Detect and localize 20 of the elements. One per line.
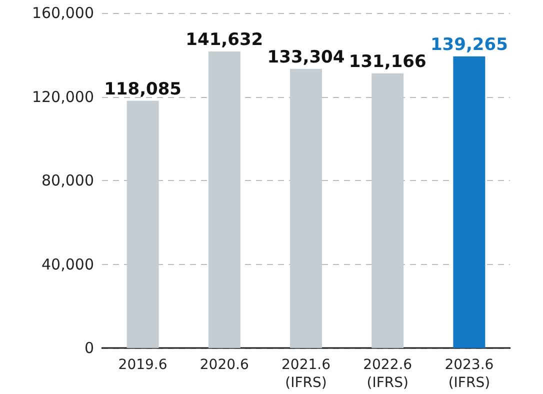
x-tick-label: 2019.6 (118, 357, 168, 373)
x-tick-label: 2023.6 (IFRS) (444, 357, 494, 391)
y-tick-label: 160,000 (32, 4, 94, 22)
bar (453, 56, 486, 348)
data-label: 118,085 (104, 79, 182, 100)
data-label: 141,632 (186, 30, 264, 50)
bar (126, 100, 159, 348)
bar (290, 68, 322, 348)
y-tick-label: 120,000 (32, 88, 94, 106)
x-tick-label: 2021.6 (IFRS) (282, 357, 331, 391)
data-label: 139,265 (430, 34, 508, 55)
y-tick-label: 0 (84, 339, 94, 357)
y-tick-label: 40,000 (42, 255, 94, 274)
x-tick-label: 2020.6 (200, 357, 249, 373)
y-tick-label: 80,000 (42, 172, 94, 190)
x-tick-label: 2022.6 (IFRS) (363, 357, 412, 391)
bar (372, 73, 404, 348)
bar (208, 51, 240, 348)
data-label: 133,304 (267, 47, 345, 68)
data-label: 131,166 (348, 52, 426, 72)
